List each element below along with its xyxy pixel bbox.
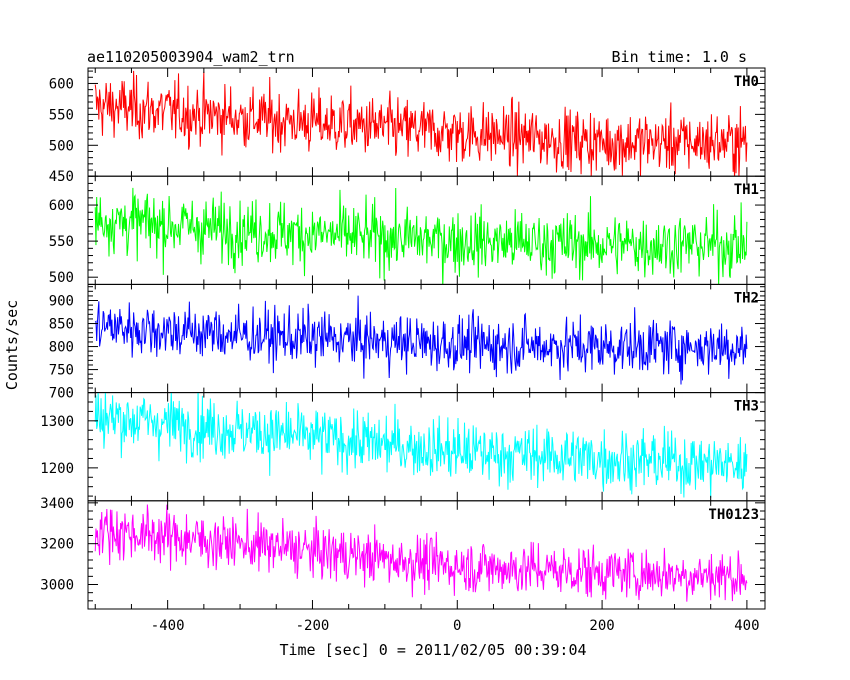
panel-th1: 500 550 600 TH1	[49, 175, 766, 286]
panel-th2: 700 750 800 850 900 TH2	[49, 283, 766, 402]
panel-th3: 1200 1300 TH3	[40, 392, 766, 502]
y-tick-label: 1300	[40, 414, 74, 430]
x-tick-label: 200	[589, 618, 614, 634]
x-tick-label: -400	[151, 618, 185, 634]
y-tick-label: 3200	[40, 537, 74, 553]
bin-time-label: Bin time: 1.0 s	[612, 48, 747, 66]
series-th0123-line	[94, 504, 748, 602]
panel-th3-frame	[87, 392, 766, 502]
y-tick-label: 800	[49, 340, 74, 356]
y-tick-label: 550	[49, 234, 74, 250]
y-tick-label: 750	[49, 363, 74, 379]
y-axis-label: Counts/sec	[3, 300, 21, 390]
x-axis-label: Time [sec] 0 = 2011/02/05 00:39:04	[279, 641, 586, 659]
y-tick-label: 700	[49, 386, 74, 402]
y-tick-label: 450	[49, 169, 74, 185]
series-th0-line	[94, 70, 748, 177]
y-tick-label: 900	[49, 294, 74, 310]
y-tick-label: 600	[49, 76, 74, 92]
y-tick-label: 600	[49, 198, 74, 214]
y-tick-label: 850	[49, 317, 74, 333]
y-tick-label: 500	[49, 138, 74, 154]
panel-th0123: 3000 3200 3400 TH0123	[40, 496, 766, 610]
chart-title: ae110205003904_wam2_trn	[87, 48, 295, 66]
x-tick-label: 400	[734, 618, 759, 634]
y-tick-label: 1200	[40, 461, 74, 477]
series-th1-line	[94, 187, 748, 285]
series-th2-line	[94, 295, 748, 385]
panel-label: TH1	[734, 182, 759, 198]
x-tick-label: -200	[296, 618, 330, 634]
panel-label: TH2	[734, 290, 759, 306]
panel-th0123-frame	[87, 500, 766, 610]
y-tick-label: 3400	[40, 496, 74, 512]
y-tick-label: 3000	[40, 578, 74, 594]
y-tick-label: 500	[49, 270, 74, 286]
panel-label: TH3	[734, 399, 759, 415]
panel-label: TH0	[734, 74, 759, 90]
y-tick-label: 550	[49, 107, 74, 123]
x-tick-label: 0	[453, 618, 461, 634]
panel-label: TH0123	[708, 507, 759, 523]
series-th3-line	[94, 392, 748, 498]
panel-th0: 450 500 550 600 TH0	[49, 67, 766, 185]
